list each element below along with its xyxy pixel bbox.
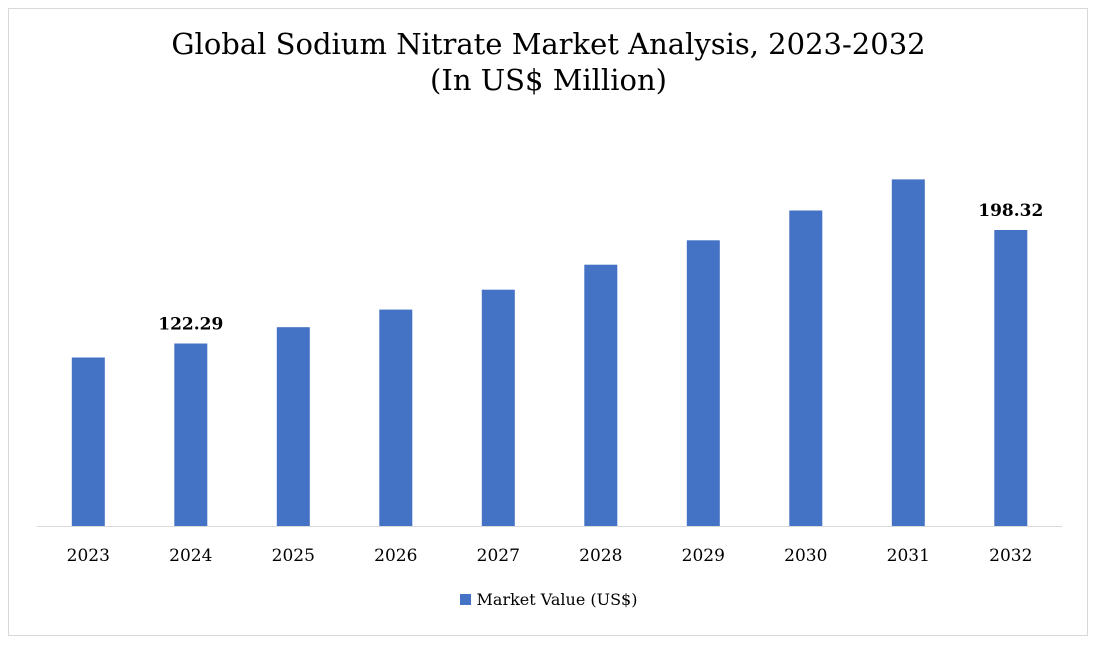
bar-2029 (686, 240, 720, 527)
x-tick-label-2026: 2026 (374, 546, 417, 566)
legend-label: Market Value (US$) (476, 590, 638, 609)
chart-title-block: Global Sodium Nitrate Market Analysis, 2… (0, 26, 1097, 98)
x-tick-label-2031: 2031 (887, 546, 930, 566)
bar-2032 (994, 230, 1028, 526)
legend-swatch (459, 594, 471, 605)
bar-2030 (789, 210, 823, 526)
bar-2031 (891, 179, 925, 526)
x-tick-label-2027: 2027 (477, 546, 520, 566)
bar-2023 (71, 357, 105, 526)
chart-title: Global Sodium Nitrate Market Analysis, 2… (171, 27, 926, 61)
x-tick-label-2028: 2028 (579, 546, 622, 566)
bar-2024 (174, 343, 208, 526)
x-tick-label-2023: 2023 (67, 546, 110, 566)
bar-2025 (276, 327, 310, 526)
data-label-2032: 198.32 (978, 201, 1043, 221)
bar-2027 (481, 289, 515, 526)
bar-2028 (584, 264, 618, 526)
x-tick-label-2032: 2032 (989, 546, 1032, 566)
x-tick-label-2029: 2029 (682, 546, 725, 566)
x-tick-label-2030: 2030 (784, 546, 827, 566)
bar-2026 (379, 309, 413, 526)
chart-subtitle: (In US$ Million) (430, 63, 667, 97)
x-tick-label-2024: 2024 (169, 546, 212, 566)
chart-legend: Market Value (US$) (0, 590, 1097, 609)
x-tick-label-2025: 2025 (272, 546, 315, 566)
data-label-2024: 122.29 (158, 315, 223, 335)
